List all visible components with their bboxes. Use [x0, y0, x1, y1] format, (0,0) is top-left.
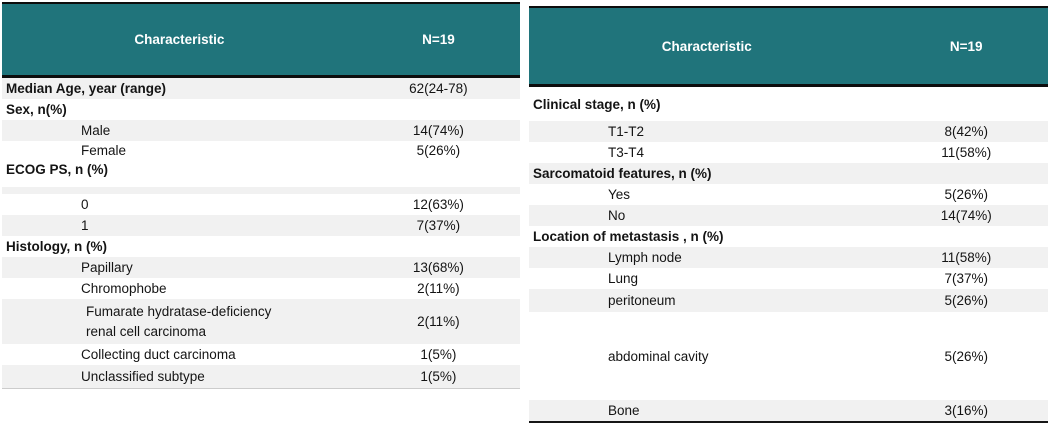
row-label: Lymph node: [608, 250, 682, 265]
row-label: Bone: [608, 403, 640, 418]
table-body: Median Age, year (range) 62(24-78) Sex, n(…: [2, 78, 520, 389]
table-header: Characteristic N=19: [2, 2, 520, 78]
column-header-n: N=19: [949, 38, 983, 54]
row-value: 14(74%): [412, 123, 464, 138]
table-row: Yes 5(26%): [529, 184, 1048, 205]
row-value: 7(37%): [416, 218, 461, 233]
row-label: Location of metastasis , n (%): [533, 229, 724, 244]
row-label: Median Age, year (range): [6, 81, 167, 96]
table-row: 1 7(37%): [2, 215, 520, 236]
row-value: 2(11%): [417, 281, 460, 296]
table-row: Histology, n (%): [2, 236, 520, 257]
row-label: Clinical stage, n (%): [533, 96, 661, 112]
column-header-characteristic: Characteristic: [661, 38, 752, 54]
row-label: ECOG PS, n (%): [6, 162, 109, 177]
table-row: Sex, n(%): [2, 99, 520, 120]
table-row: Clinical stage, n (%): [529, 87, 1048, 121]
table-row: Lung 7(37%): [529, 268, 1048, 289]
row-label: Fumarate hydratase-deficiency renal cell…: [86, 303, 272, 339]
row-value: 62(24-78): [409, 81, 468, 96]
table-row: Location of metastasis , n (%): [529, 226, 1048, 247]
row-label: Unclassified subtype: [81, 369, 205, 384]
row-value: 5(26%): [944, 348, 988, 364]
row-label: Chromophobe: [81, 281, 167, 296]
row-label: Sarcomatoid features, n (%): [533, 166, 712, 181]
row-label: Sex, n(%): [6, 102, 67, 117]
row-value: 12(63%): [412, 197, 464, 212]
row-label: Male: [81, 123, 111, 138]
row-label: Lung: [608, 271, 639, 286]
row-value: 8(42%): [944, 124, 988, 139]
row-label: Histology, n (%): [6, 239, 107, 254]
table-row: Sarcomatoid features, n (%): [529, 163, 1048, 184]
spacer-row: [529, 312, 1048, 330]
table-header: Characteristic N=19: [529, 6, 1048, 87]
table-body: Clinical stage, n (%) T1-T2 8(42%) T3-T4 11(…: [529, 87, 1048, 423]
row-label: No: [608, 208, 626, 223]
table-row: peritoneum 5(26%): [529, 289, 1048, 312]
row-label: 1: [81, 218, 89, 233]
table-row: No 14(74%): [529, 205, 1048, 226]
row-label: abdominal cavity: [608, 348, 709, 364]
row-label: peritoneum: [608, 293, 676, 308]
table-row: Chromophobe 2(11%): [2, 278, 520, 299]
row-label: T1-T2: [608, 124, 645, 139]
table-row: Papillary 13(68%): [2, 257, 520, 278]
spacer-row: [2, 187, 520, 194]
row-label: Collecting duct carcinoma: [81, 347, 236, 362]
row-value: 13(68%): [412, 260, 464, 275]
spacer-row: [529, 382, 1048, 400]
table-row: Fumarate hydratase-deficiency renal cell…: [2, 299, 520, 344]
table-disease-characteristics: Characteristic N=19 Clinical stage, n (%…: [529, 6, 1048, 423]
table-row: Bone 3(16%): [529, 400, 1048, 421]
row-label: T3-T4: [608, 145, 645, 160]
row-value: 5(26%): [944, 187, 988, 202]
row-value: 2(11%): [417, 314, 460, 329]
row-label: Papillary: [81, 260, 133, 275]
row-value: 5(26%): [944, 293, 988, 308]
row-value: 14(74%): [940, 208, 992, 223]
table-row: Lymph node 11(58%): [529, 247, 1048, 268]
table-row: Unclassified subtype 1(5%): [2, 365, 520, 388]
column-header-characteristic: Characteristic: [134, 32, 225, 47]
table-row: ECOG PS, n (%): [2, 160, 520, 187]
table-row: Female 5(26%): [2, 141, 520, 160]
table-row: Male 14(74%): [2, 120, 520, 141]
row-label: Female: [81, 143, 127, 158]
table-row: abdominal cavity 5(26%): [529, 330, 1048, 382]
row-label: 0: [81, 197, 89, 212]
table-row: T1-T2 8(42%): [529, 121, 1048, 142]
table-patient-demographics: Characteristic N=19 Median Age, year (ra…: [2, 2, 520, 389]
row-value: 7(37%): [944, 271, 988, 286]
row-value: 11(58%): [941, 250, 992, 265]
row-value: 1(5%): [420, 347, 457, 362]
row-value: 11(58%): [941, 145, 992, 160]
row-value: 3(16%): [944, 403, 988, 418]
row-value: 5(26%): [416, 143, 461, 158]
table-row: Median Age, year (range) 62(24-78): [2, 78, 520, 99]
table-row: 0 12(63%): [2, 194, 520, 215]
row-label: Yes: [608, 187, 631, 202]
column-header-n: N=19: [422, 32, 455, 47]
table-row: T3-T4 11(58%): [529, 142, 1048, 163]
table-row: Collecting duct carcinoma 1(5%): [2, 344, 520, 365]
row-value: 1(5%): [420, 369, 457, 384]
